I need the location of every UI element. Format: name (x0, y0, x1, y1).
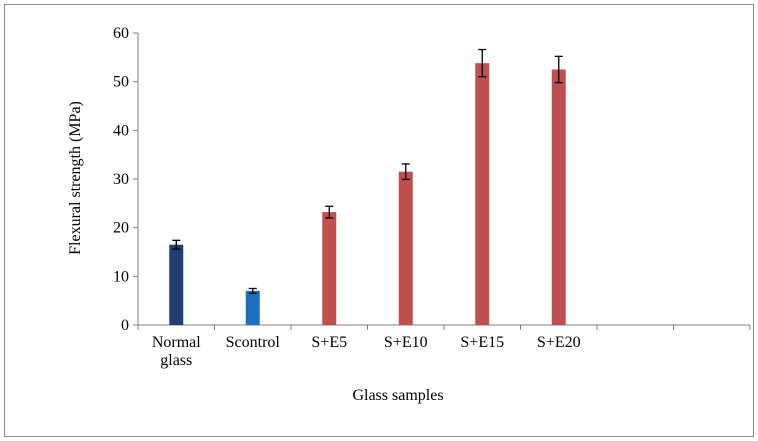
y-tick-label: 40 (113, 122, 129, 139)
x-category-label: S+E10 (384, 334, 428, 351)
y-tick-label: 10 (113, 268, 129, 285)
axes: 0 10 20 30 40 50 60 (113, 25, 751, 334)
x-category-label-line: S+E5 (311, 334, 347, 351)
bar (322, 212, 337, 325)
x-category-label: S+E5 (311, 334, 347, 351)
x-axis-title: Glass samples (352, 387, 443, 404)
y-tick-label: 60 (113, 25, 129, 42)
y-tick-label: 50 (113, 74, 129, 91)
x-category-label-line: Scontrol (226, 334, 281, 351)
y-tick-label: 30 (113, 171, 129, 188)
x-category-label-line: Normal (152, 334, 201, 351)
y-tick-label: 0 (121, 317, 129, 334)
y-axis-title-group: Flexural strength (MPa) (67, 101, 84, 255)
labels: Normal glass Scontrol S+E5 S+E10 S+E15 S+E20 (152, 334, 581, 369)
x-category-label: Normal glass (152, 334, 201, 369)
x-category-label-line: S+E10 (384, 334, 428, 351)
y-axis-title: Flexural strength (MPa) (67, 101, 84, 255)
bar (551, 69, 566, 325)
x-category-label-line: S+E15 (460, 334, 504, 351)
bars (169, 48, 566, 325)
chart-frame (4, 4, 754, 437)
x-category-label-line: glass (160, 352, 192, 369)
x-category-label: S+E20 (537, 334, 581, 351)
x-category-label-line: S+E20 (537, 334, 581, 351)
x-category-label: S+E15 (460, 334, 504, 351)
bar (398, 171, 413, 325)
bar (475, 63, 490, 325)
x-category-label: Scontrol (226, 334, 281, 351)
bar (245, 290, 260, 325)
y-tick-label: 20 (113, 220, 129, 237)
bar (169, 244, 184, 325)
